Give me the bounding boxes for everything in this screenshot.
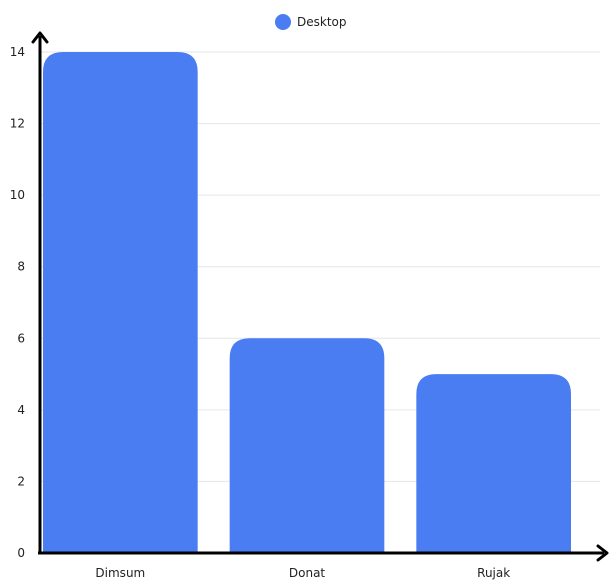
- y-tick-label: 10: [10, 188, 25, 202]
- bar-rujak: [416, 374, 571, 553]
- legend-label: Desktop: [297, 15, 347, 29]
- bars-layer: [43, 52, 571, 553]
- y-tick-label: 6: [17, 331, 25, 345]
- y-axis-arrow: [31, 31, 49, 44]
- y-tick-labels: 0 2 4 6 8 10 12 14: [10, 45, 25, 560]
- y-tick-label: 12: [10, 117, 25, 131]
- y-tick-label: 14: [10, 45, 25, 59]
- x-tick-label-donat: Donat: [289, 566, 326, 580]
- bar-dimsum: [43, 52, 198, 553]
- y-tick-label: 8: [17, 260, 25, 274]
- y-tick-label: 4: [17, 403, 25, 417]
- x-tick-label-dimsum: Dimsum: [95, 566, 145, 580]
- legend-marker: [275, 14, 291, 30]
- bar-donat: [229, 338, 385, 553]
- legend: Desktop: [275, 14, 347, 30]
- x-tick-labels: Dimsum Donat Rujak: [95, 566, 510, 580]
- axis-layer: [31, 31, 609, 562]
- x-tick-label-rujak: Rujak: [477, 566, 510, 580]
- y-tick-label: 0: [17, 546, 25, 560]
- y-tick-label: 2: [17, 474, 25, 488]
- x-axis-arrow: [596, 544, 609, 562]
